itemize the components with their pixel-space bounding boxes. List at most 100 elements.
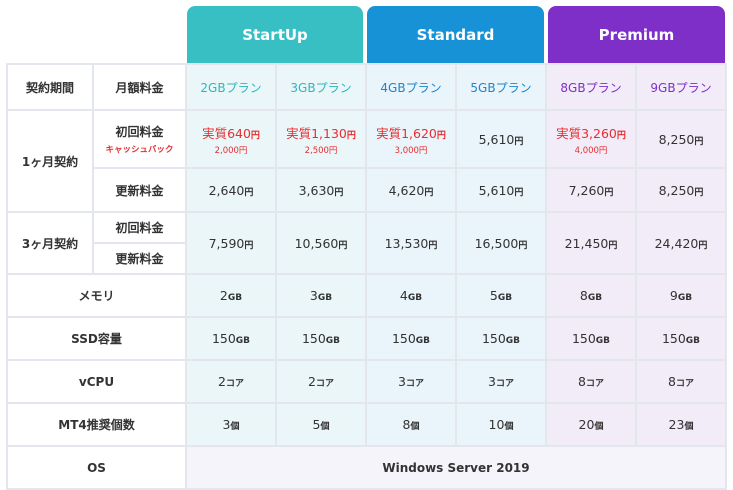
spec-cell: 23個 [635, 402, 727, 447]
yen-unit: 円 [244, 240, 254, 251]
sub-plan-5gb: 5GBプラン [455, 63, 547, 111]
price-cell: 7,260円 [545, 167, 637, 213]
yen-unit: 円 [608, 240, 618, 251]
spec-unit: GB [325, 336, 341, 346]
os-value: Windows Server 2019 [185, 445, 727, 490]
spec-value: 8 [668, 374, 676, 389]
plan-header-startup: StartUp [187, 6, 363, 63]
spec-value: 150 [211, 331, 236, 346]
sub-plan-2gb: 2GBプラン [185, 63, 277, 111]
price-cell: 実質1,130円 2,500円 [275, 109, 367, 169]
price-cell: 2,640円 [185, 167, 277, 213]
three-month-renewal-label: 更新料金 [92, 242, 187, 275]
price-cell: 実質1,620円 3,000円 [365, 109, 457, 169]
price: 2,640 [208, 182, 245, 198]
spec-value: 10 [488, 417, 505, 432]
price: 8,250 [658, 182, 695, 198]
spec-value: 2 [308, 374, 316, 389]
spec-value: 8 [578, 374, 586, 389]
price-cell: 実質640円 2,000円 [185, 109, 277, 169]
yen-unit: 円 [338, 240, 348, 251]
original-price: 3,000円 [394, 145, 428, 156]
spec-cell: 150GB [185, 316, 277, 361]
mt4-label: MT4推奨個数 [6, 402, 187, 447]
header-row: 契約期間 月額料金 2GBプラン 3GBプラン 4GBプラン 5GBプラン 8G… [6, 63, 727, 111]
one-month-renewal-row: 更新料金 2,640円 3,630円 4,620円 5,610円 7,260円 … [7, 167, 727, 213]
price: 24,420 [654, 235, 699, 251]
spec-unit: GB [677, 293, 693, 303]
spec-value: 8 [579, 288, 588, 303]
spec-unit: GB [317, 293, 333, 303]
spec-value: 150 [481, 331, 506, 346]
yen-unit: 円 [250, 130, 260, 141]
price: 5,610 [478, 182, 515, 198]
spec-value: 4 [399, 288, 408, 303]
spec-cell: 150GB [635, 316, 727, 361]
spec-unit: GB [235, 336, 251, 346]
price: 10,560 [294, 235, 339, 251]
spec-unit: GB [685, 336, 701, 346]
price: 13,530 [384, 235, 429, 251]
spec-value: 150 [301, 331, 326, 346]
mt4-row: MT4推奨個数 3個 5個 8個 10個 20個 23個 [6, 402, 727, 447]
sub-plan-9gb: 9GBプラン [635, 63, 727, 111]
three-month-initial-row: 3ヶ月契約 初回料金 7,590円 10,560円 13,530円 16,500… [6, 211, 727, 275]
spec-cell: 3コア [365, 359, 457, 404]
yen-unit: 円 [244, 187, 254, 198]
effective-price: 実質1,130 [286, 125, 347, 141]
spec-unit: 個 [230, 422, 240, 432]
spec-cell: 8コア [635, 359, 727, 404]
price-cell: 4,620円 [365, 167, 457, 213]
spec-cell: 2GB [185, 273, 277, 318]
yen-unit: 円 [518, 240, 528, 251]
price-cell: 実質3,260円 4,000円 [545, 109, 637, 169]
spec-unit: コア [675, 379, 694, 389]
effective-price: 実質1,620 [376, 125, 437, 141]
spec-cell: 5GB [455, 273, 547, 318]
price-cell: 7,590円 [185, 211, 277, 275]
spec-cell: 3個 [185, 402, 277, 447]
spec-cell: 3GB [275, 273, 367, 318]
spec-cell: 150GB [455, 316, 547, 361]
price: 3,630 [298, 182, 335, 198]
price: 4,620 [388, 182, 425, 198]
spec-unit: コア [585, 379, 604, 389]
original-price: 2,500円 [304, 145, 338, 156]
os-label: OS [6, 445, 187, 490]
pricing-table: 契約期間 月額料金 2GBプラン 3GBプラン 4GBプラン 5GBプラン 8G… [6, 63, 727, 490]
price: 21,450 [564, 235, 609, 251]
spec-cell: 4GB [365, 273, 457, 318]
yen-unit: 円 [436, 130, 446, 141]
spec-cell: 8コア [545, 359, 637, 404]
plan-header-premium: Premium [548, 6, 725, 63]
original-price: 4,000円 [574, 145, 608, 156]
one-month-initial-row: 1ヶ月契約 初回料金 キャッシュバック 実質640円 2,000円 実質1,13… [6, 109, 727, 213]
spec-cell: 150GB [275, 316, 367, 361]
spec-cell: 2コア [275, 359, 367, 404]
spec-unit: GB [595, 336, 611, 346]
cashback-label: キャッシュバック [105, 145, 174, 155]
spec-unit: 個 [504, 422, 514, 432]
yen-unit: 円 [616, 130, 626, 141]
spec-cell: 150GB [545, 316, 637, 361]
spec-unit: 個 [320, 422, 330, 432]
effective-price: 実質3,260 [556, 125, 617, 141]
memory-label: メモリ [6, 273, 187, 318]
price-cell: 21,450円 [545, 211, 637, 275]
spec-value: 3 [398, 374, 406, 389]
spec-value: 3 [222, 417, 231, 432]
price-cell: 24,420円 [635, 211, 727, 275]
spec-cell: 3コア [455, 359, 547, 404]
one-month-label: 1ヶ月契約 [6, 109, 94, 213]
one-month-renewal-label: 更新料金 [92, 167, 187, 213]
price-cell: 8,250円 [635, 167, 727, 213]
price-cell: 10,560円 [275, 211, 367, 275]
ssd-label: SSD容量 [6, 316, 187, 361]
three-month-initial-label: 初回料金 [92, 211, 187, 244]
memory-row: メモリ 2GB 3GB 4GB 5GB 8GB 9GB [6, 273, 727, 318]
spec-unit: コア [225, 379, 244, 389]
os-row: OS Windows Server 2019 [6, 445, 727, 490]
spec-unit: GB [227, 293, 243, 303]
spec-value: 2 [219, 288, 228, 303]
